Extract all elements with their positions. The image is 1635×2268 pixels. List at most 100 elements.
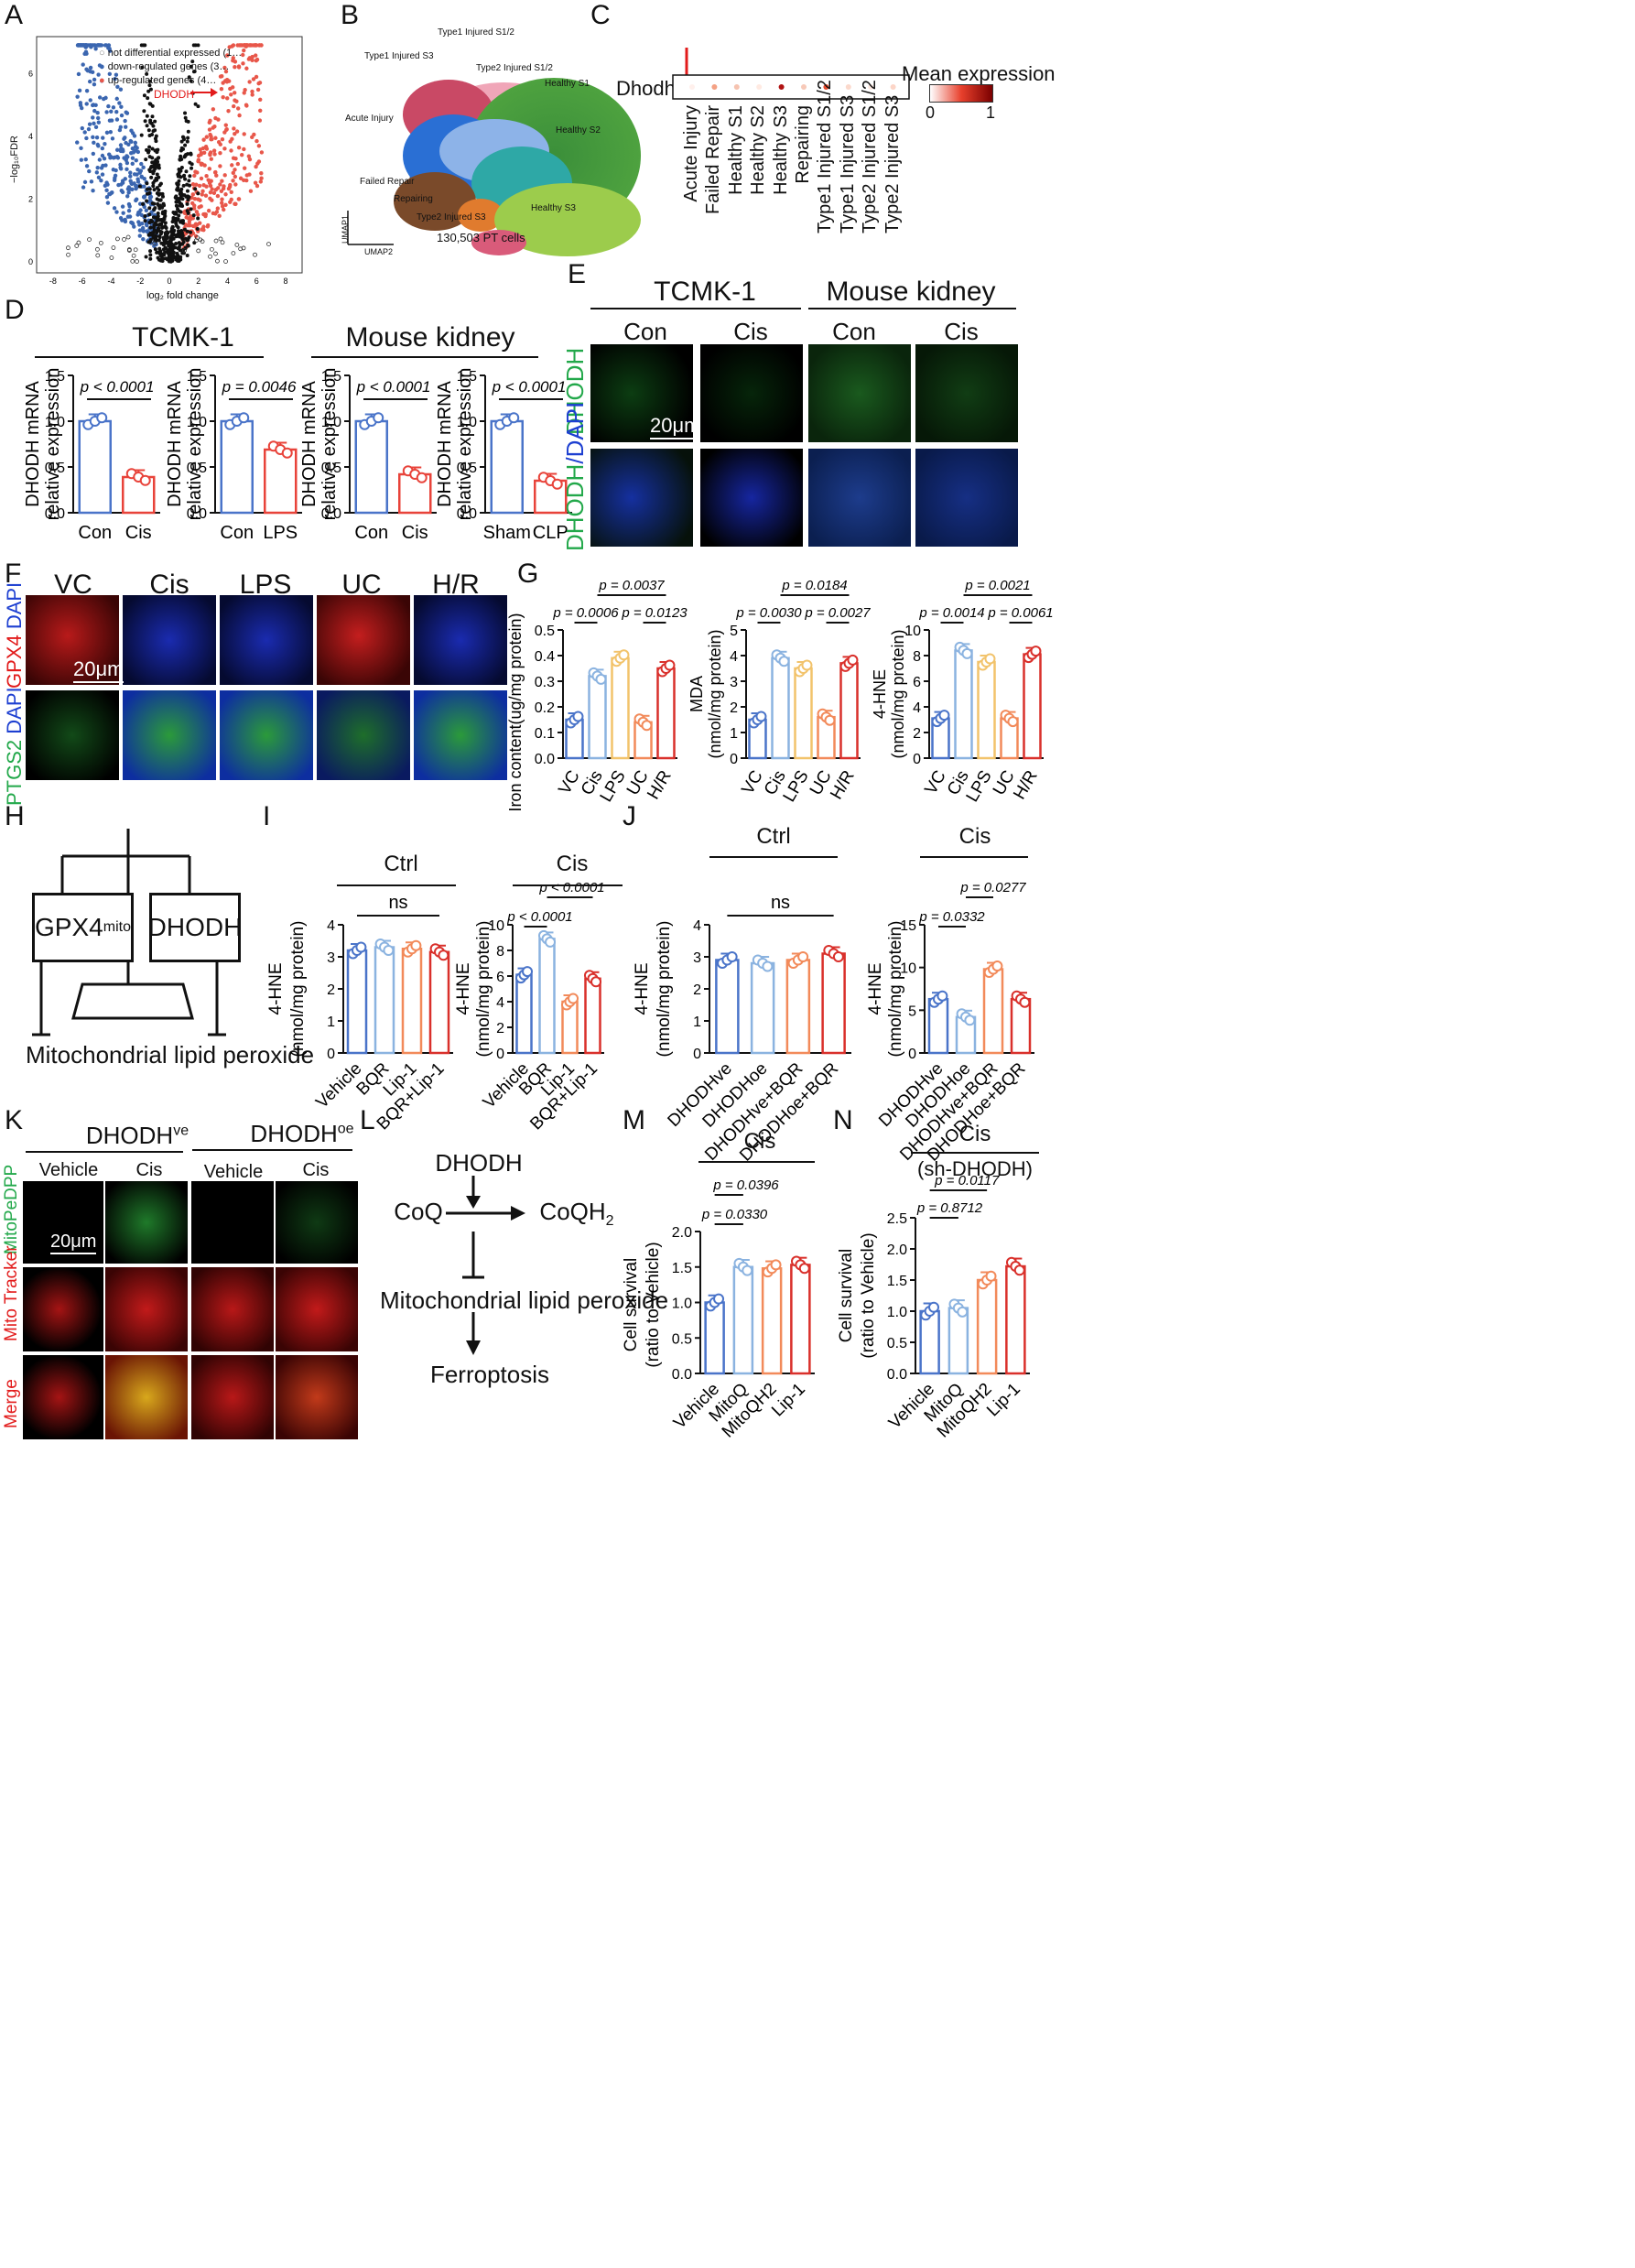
volcano-point xyxy=(79,157,84,162)
volcano-point xyxy=(189,79,193,83)
volcano-point xyxy=(192,241,197,245)
f-row-1-label: GPX4 DAPI xyxy=(3,581,26,689)
category-label: H/R xyxy=(644,767,676,803)
volcano-point xyxy=(168,259,173,264)
volcano-point xyxy=(144,157,148,162)
volcano-point xyxy=(132,181,136,186)
bar-chart-M1: 0.00.51.01.52.0VehicleMitoQMitoQH2Lip-1p… xyxy=(622,1177,815,1442)
h-bottom-label: Mitochondrial lipid peroxide xyxy=(26,1041,315,1069)
volcano-point xyxy=(183,236,188,241)
dotplot-group-label: Failed Repair xyxy=(703,105,724,214)
volcano-point xyxy=(256,159,262,164)
volcano-point xyxy=(238,176,244,180)
volcano-point xyxy=(180,135,185,139)
volcano-point xyxy=(104,195,110,200)
volcano-point xyxy=(187,235,191,240)
volcano-point xyxy=(125,234,131,240)
data-point xyxy=(847,654,859,666)
volcano-point xyxy=(193,238,199,244)
volcano-point xyxy=(208,254,212,259)
volcano-point xyxy=(174,200,179,204)
volcano-point xyxy=(176,225,180,230)
volcano-point xyxy=(157,218,162,222)
volcano-point xyxy=(160,256,165,261)
volcano-point xyxy=(175,204,179,209)
data-point xyxy=(762,960,774,972)
k-image-oe-vehicle-merge xyxy=(191,1355,274,1439)
volcano-point xyxy=(147,83,152,88)
volcano-point xyxy=(92,121,96,126)
volcano-point xyxy=(143,119,147,124)
volcano-point xyxy=(251,77,256,81)
bar xyxy=(354,419,388,515)
category-label: Lip-1 xyxy=(983,1380,1024,1421)
volcano-point xyxy=(103,43,109,48)
volcano-point xyxy=(91,115,95,120)
y-tick-label: 2 xyxy=(496,1021,504,1036)
volcano-point xyxy=(188,174,192,179)
bar xyxy=(732,1265,754,1375)
e-col-4: Cis xyxy=(944,318,979,345)
volcano-point xyxy=(169,234,174,239)
data-point xyxy=(961,647,973,659)
volcano-point xyxy=(192,173,197,179)
volcano-point xyxy=(179,210,183,214)
volcano-point xyxy=(218,150,222,156)
volcano-point xyxy=(91,188,95,193)
volcano-point xyxy=(118,162,123,168)
volcano-point xyxy=(257,81,263,85)
volcano-point xyxy=(92,140,96,146)
y-tick-label: 3 xyxy=(693,950,701,966)
f-image-uc-ptgs2 xyxy=(317,690,410,780)
panel-label-j: J xyxy=(623,801,636,831)
dotplot-dot xyxy=(689,84,695,90)
k-image-oe-cis-tracker xyxy=(276,1267,358,1351)
volcano-point xyxy=(155,191,159,196)
volcano-point xyxy=(103,95,108,101)
volcano-point xyxy=(184,215,189,220)
volcano-point xyxy=(210,198,214,202)
volcano-point xyxy=(86,126,92,132)
volcano-point xyxy=(196,43,200,48)
volcano-point xyxy=(124,125,128,129)
volcano-point xyxy=(215,206,221,211)
volcano-point xyxy=(83,157,88,162)
volcano-point xyxy=(255,87,261,92)
volcano-point xyxy=(143,214,147,219)
volcano-point xyxy=(236,65,242,70)
category-label: Cis xyxy=(402,523,428,543)
y-tick-label: 0.0 xyxy=(887,1367,907,1383)
volcano-point xyxy=(192,70,197,74)
bar xyxy=(821,952,846,1055)
volcano-point xyxy=(235,106,241,111)
volcano-point xyxy=(75,94,80,99)
volcano-point xyxy=(174,216,179,221)
volcano-point xyxy=(168,254,172,258)
volcano-point xyxy=(250,89,254,94)
k-image-ve-cis-tracker xyxy=(105,1267,188,1351)
volcano-point xyxy=(220,179,224,183)
y-tick-label: 0.5 xyxy=(321,461,341,476)
volcano-point xyxy=(149,175,154,179)
volcano-point xyxy=(141,228,146,233)
bar-chart-D4: 0.0 0.5 1.0 1.5 Sham CLP p < 0.0001 DHODH mRNA r… xyxy=(435,368,572,543)
volcano-point xyxy=(179,139,184,144)
volcano-point xyxy=(130,222,135,226)
volcano-point xyxy=(112,206,117,211)
volcano-point xyxy=(211,190,217,196)
volcano-point xyxy=(92,108,97,114)
volcano-y-tick: 0 xyxy=(28,257,33,266)
dotplot-group-label: Type1 Injured S3 xyxy=(837,94,858,233)
volcano-point xyxy=(221,81,225,85)
y-tick-label: 0 xyxy=(693,1047,701,1062)
volcano-point xyxy=(207,167,212,171)
volcano-point xyxy=(137,184,142,189)
panel-label-h: H xyxy=(5,801,25,831)
bar-chart-J1: 01234DHODHveDHODHoeDHODHve+BQRDHODHoe+BQ… xyxy=(633,893,851,1166)
volcano-point xyxy=(225,96,230,101)
volcano-point xyxy=(242,166,247,170)
volcano-point xyxy=(92,81,97,87)
k-col-4: Cis xyxy=(302,1160,330,1180)
data-point xyxy=(937,990,948,1002)
